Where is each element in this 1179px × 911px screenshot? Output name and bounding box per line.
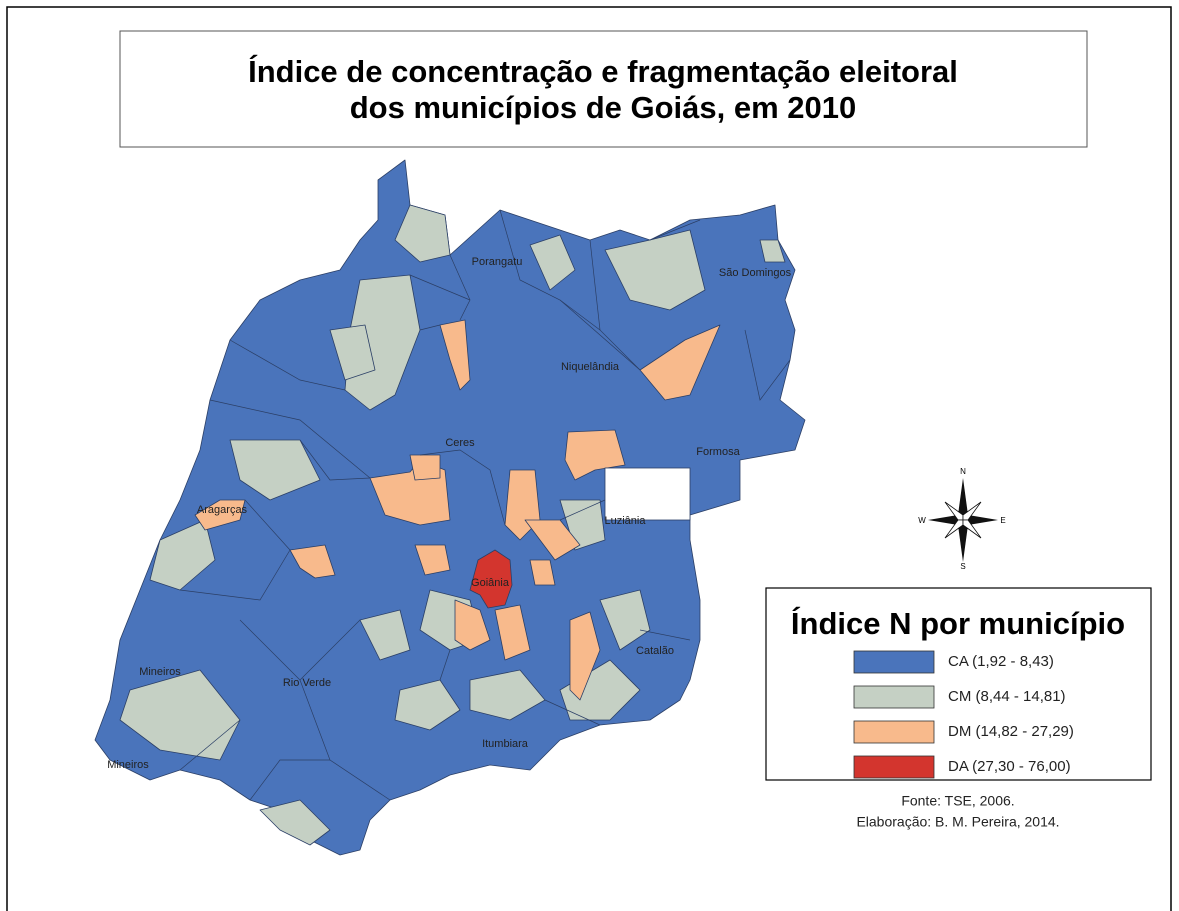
municipal-border bbox=[179, 549, 291, 601]
city-label: Niquelândia bbox=[561, 361, 620, 373]
region-dm bbox=[289, 544, 336, 579]
municipal-border bbox=[419, 324, 441, 331]
legend-swatch bbox=[853, 650, 935, 674]
legend-label: CM (8,44 - 14,81) bbox=[948, 688, 1066, 705]
legend-box bbox=[765, 587, 1152, 781]
compass-needle bbox=[958, 520, 968, 562]
region-dm bbox=[194, 499, 246, 531]
municipal-border bbox=[409, 274, 471, 301]
region-cm bbox=[119, 669, 241, 761]
legend-swatch bbox=[853, 720, 935, 744]
region-dm bbox=[439, 319, 471, 391]
legend-label: CA (1,92 - 8,43) bbox=[948, 653, 1054, 670]
compass-label: N bbox=[960, 467, 966, 476]
municipal-border bbox=[499, 209, 601, 331]
federal-district bbox=[604, 467, 691, 521]
region-dm bbox=[409, 454, 441, 481]
compass-needle bbox=[928, 515, 963, 525]
region-cm bbox=[394, 204, 451, 263]
legend-items: CA (1,92 - 8,43) CM (8,44 - 14,81) DM (14,… bbox=[853, 650, 1074, 779]
municipal-border bbox=[589, 239, 641, 371]
compass-label: E bbox=[1000, 516, 1005, 525]
title-line: Índice de concentração e fragmentação el… bbox=[248, 54, 958, 89]
compass-label: S bbox=[960, 562, 965, 571]
region-cm bbox=[559, 659, 641, 721]
municipal-border bbox=[209, 399, 371, 479]
city-label: Ceres bbox=[445, 437, 475, 449]
region-da bbox=[469, 549, 513, 609]
region-cm bbox=[359, 609, 411, 661]
region-dm bbox=[529, 559, 556, 586]
compass-rose: N S E W bbox=[918, 467, 1005, 571]
city-label: Aragarças bbox=[197, 504, 248, 516]
municipal-border bbox=[244, 499, 291, 551]
city-label: Mineiros bbox=[107, 759, 149, 771]
city-label: Luziânia bbox=[605, 515, 647, 527]
municipal-border bbox=[559, 299, 641, 371]
city-label: Mineiros bbox=[139, 666, 181, 678]
municipal-border bbox=[299, 439, 371, 481]
region-dm bbox=[414, 544, 451, 576]
city-label: Goiânia bbox=[471, 577, 510, 589]
compass-label: W bbox=[918, 516, 926, 525]
region-cm bbox=[229, 439, 321, 501]
legend-swatch bbox=[853, 685, 935, 709]
municipal-border bbox=[439, 649, 451, 681]
city-label: Formosa bbox=[696, 446, 740, 458]
legend-swatch bbox=[853, 755, 935, 779]
municipal-border bbox=[179, 719, 241, 771]
municipal-border bbox=[559, 499, 606, 521]
region-cm bbox=[529, 234, 576, 291]
region-cm bbox=[329, 324, 376, 381]
municipal-border bbox=[544, 699, 601, 726]
compass-needle bbox=[963, 515, 998, 525]
legend-title: Índice N por município bbox=[791, 606, 1125, 641]
region-cm bbox=[599, 589, 651, 651]
region-cm bbox=[469, 669, 546, 721]
region-dm bbox=[524, 519, 581, 561]
state-map bbox=[94, 159, 806, 856]
municipal-border bbox=[229, 339, 346, 391]
region-dm bbox=[454, 599, 491, 651]
city-label: Itumbiara bbox=[482, 738, 529, 750]
source-line: Fonte: TSE, 2006. bbox=[901, 793, 1014, 809]
source-line: Elaboração: B. M. Pereira, 2014. bbox=[856, 814, 1059, 830]
title-box bbox=[119, 30, 1088, 148]
city-label: Porangatu bbox=[472, 256, 523, 268]
region-dm bbox=[564, 429, 626, 481]
legend-label: DA (27,30 - 76,00) bbox=[948, 758, 1071, 775]
compass-needle bbox=[962, 519, 982, 539]
title-line: dos municípios de Goiás, em 2010 bbox=[350, 90, 857, 125]
region-dm bbox=[569, 611, 601, 701]
region-dm bbox=[639, 324, 721, 401]
city-label: Catalão bbox=[636, 645, 674, 657]
municipal-border bbox=[639, 629, 691, 641]
city-label: São Domingos bbox=[719, 267, 792, 279]
compass-needle bbox=[958, 478, 968, 520]
municipal-border bbox=[419, 449, 506, 526]
municipal-border bbox=[744, 329, 791, 401]
region-cm bbox=[149, 519, 216, 591]
region-cm bbox=[759, 239, 786, 263]
region-cm bbox=[259, 799, 331, 846]
city-labels: Porangatu São Domingos Niquelândia Ceres For… bbox=[107, 256, 791, 771]
municipal-border bbox=[649, 219, 701, 241]
municipal-border bbox=[249, 759, 330, 801]
legend-label: DM (14,82 - 27,29) bbox=[948, 723, 1074, 740]
region-cm bbox=[394, 679, 461, 731]
city-label: Rio Verde bbox=[283, 677, 331, 689]
region-dm bbox=[494, 604, 531, 661]
